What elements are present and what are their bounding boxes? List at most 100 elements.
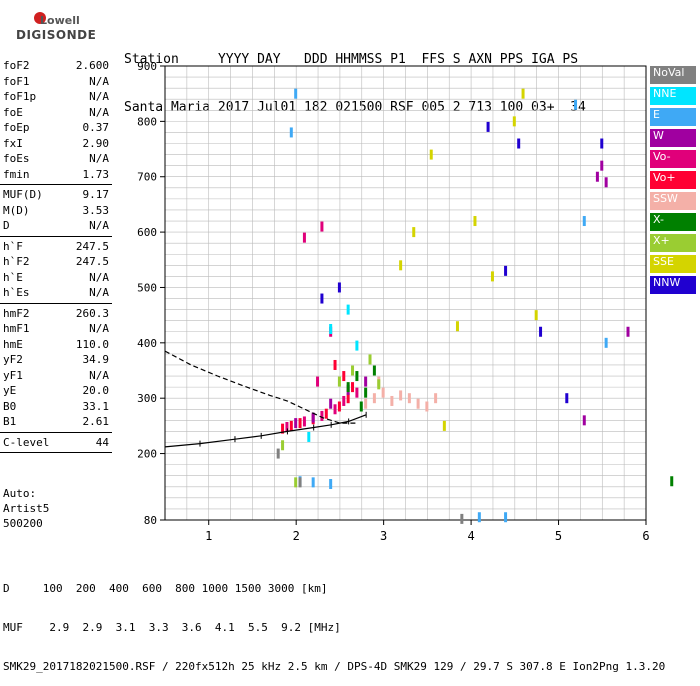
echo-point-noval	[460, 513, 464, 524]
parameters-panel: foF2 2.600 foF1 N/A foF1p N/A foE N/A foEp 0.37 fx…	[0, 58, 112, 455]
param-row: foEs N/A	[0, 151, 112, 167]
param-row: h`Es N/A	[0, 285, 112, 301]
param-row: hmE 110.0	[0, 337, 112, 353]
echo-point-w	[329, 398, 333, 409]
param-value: 110.0	[75, 337, 109, 351]
echo-point-nnw	[539, 326, 543, 337]
echo-point-x-	[294, 477, 298, 488]
param-value: N/A	[89, 322, 109, 335]
param-row: hmF1 N/A	[0, 321, 112, 337]
param-key: foEp	[3, 121, 30, 134]
logo-mark	[34, 12, 46, 24]
echo-point-nnw	[517, 138, 521, 149]
header-value: 021500	[335, 100, 383, 115]
echo-point-vo-	[342, 371, 346, 382]
x-tick-label: 5	[555, 529, 562, 543]
echo-point-nnw	[600, 138, 604, 149]
header-label: DDD	[304, 52, 328, 67]
footer-distance-row: D 100 200 400 600 800 1000 1500 3000 [km…	[3, 582, 328, 595]
divider	[0, 302, 112, 304]
param-value: 2.600	[75, 59, 109, 72]
digisonde-logo: Lowell DIGISONDE	[4, 8, 96, 48]
y-tick-label: 900	[137, 60, 157, 73]
header-label: PPS	[499, 52, 524, 67]
param-value: N/A	[89, 90, 109, 103]
legend-item-ssw: SSW	[650, 192, 696, 210]
footer-file-info: SMK29_2017182021500.RSF / 220fx512h 25 k…	[3, 660, 666, 673]
param-value: 1.73	[82, 167, 110, 181]
param-row: yF1 N/A	[0, 368, 112, 384]
echo-point-ssw	[399, 390, 403, 401]
param-key: B0	[3, 399, 17, 413]
echo-point-sse	[521, 88, 525, 99]
echo-point-ssw	[434, 393, 438, 404]
param-value: N/A	[89, 219, 109, 232]
param-row: foE N/A	[0, 105, 112, 121]
param-key: foF2	[3, 59, 30, 72]
autoscaling-info: Auto: Artist5 500200	[3, 486, 49, 531]
header-label: AXN	[468, 52, 492, 67]
echo-point-vo-	[324, 408, 328, 419]
param-key: fmin	[3, 167, 30, 181]
footer-info: D 100 200 400 600 800 1000 1500 3000 [km…	[3, 556, 665, 686]
header-label: S	[452, 52, 461, 67]
header-value: 182	[304, 100, 328, 115]
param-key: hmE	[3, 337, 23, 351]
echo-point-w	[582, 415, 586, 426]
echo-point-e	[294, 88, 298, 99]
param-key: h`E	[3, 270, 23, 284]
param-value: N/A	[89, 286, 109, 299]
param-key: yF1	[3, 368, 23, 382]
param-value: N/A	[89, 152, 109, 165]
y-tick-label: 500	[137, 281, 157, 294]
param-row: MUF(D) 9.17	[0, 187, 112, 203]
auto-label: Auto:	[3, 487, 37, 500]
echo-point-nnw	[486, 121, 490, 132]
param-value: 247.5	[75, 239, 109, 253]
legend-item-noval: NoVal	[650, 66, 696, 84]
auto-program: Artist5	[3, 502, 50, 515]
echo-point-nne	[355, 340, 359, 351]
param-key: B1	[3, 415, 17, 428]
param-value: N/A	[89, 270, 109, 284]
echo-point-sse	[442, 420, 446, 431]
echo-point-sse	[473, 216, 477, 227]
param-row: B1 2.61	[0, 414, 112, 430]
echo-point-ssw	[381, 387, 385, 398]
echo-point-sse	[490, 271, 494, 282]
echo-point-x-	[372, 365, 376, 376]
echo-point-vo-	[351, 382, 355, 393]
param-value: 34.9	[82, 353, 110, 366]
x-tick-label: 1	[205, 529, 212, 543]
param-value: 2.90	[82, 136, 110, 150]
echo-point-nnw	[565, 393, 569, 404]
echo-point-vo-	[302, 416, 306, 427]
echo-point-e	[582, 216, 586, 227]
legend-item-w: W	[650, 129, 696, 147]
echo-point-nnw	[320, 293, 324, 304]
dashed-profile-curve	[164, 350, 358, 424]
param-key: fxI	[3, 136, 23, 150]
param-row: D N/A	[0, 218, 112, 234]
param-key: h`F2	[3, 255, 30, 268]
echo-point-vo-	[355, 387, 359, 398]
param-value: 44	[95, 435, 109, 449]
echo-point-e	[289, 127, 293, 138]
logo-line2: DIGISONDE	[16, 28, 97, 42]
echo-point-vo-	[298, 418, 302, 429]
param-value: 9.17	[82, 188, 110, 201]
param-key: MUF(D)	[3, 188, 43, 201]
echo-point-ssw	[407, 393, 411, 404]
echo-point-w	[604, 177, 608, 188]
y-tick-label: 700	[137, 171, 157, 184]
param-group-profile: hmF2 260.3 hmF1 N/A hmE 110.0 yF2 34.9 yF1 N/A yE 2…	[0, 306, 112, 430]
echo-point-nne	[329, 323, 333, 334]
echo-point-ssw	[372, 393, 376, 404]
header-value: Santa Maria	[124, 100, 211, 115]
param-key: h`Es	[3, 286, 30, 299]
echo-point-vo-	[302, 232, 306, 243]
echo-point-sse	[534, 310, 538, 321]
param-key: h`F	[3, 239, 23, 253]
header-value: 2017	[217, 100, 250, 115]
echo-point-w	[626, 326, 630, 337]
